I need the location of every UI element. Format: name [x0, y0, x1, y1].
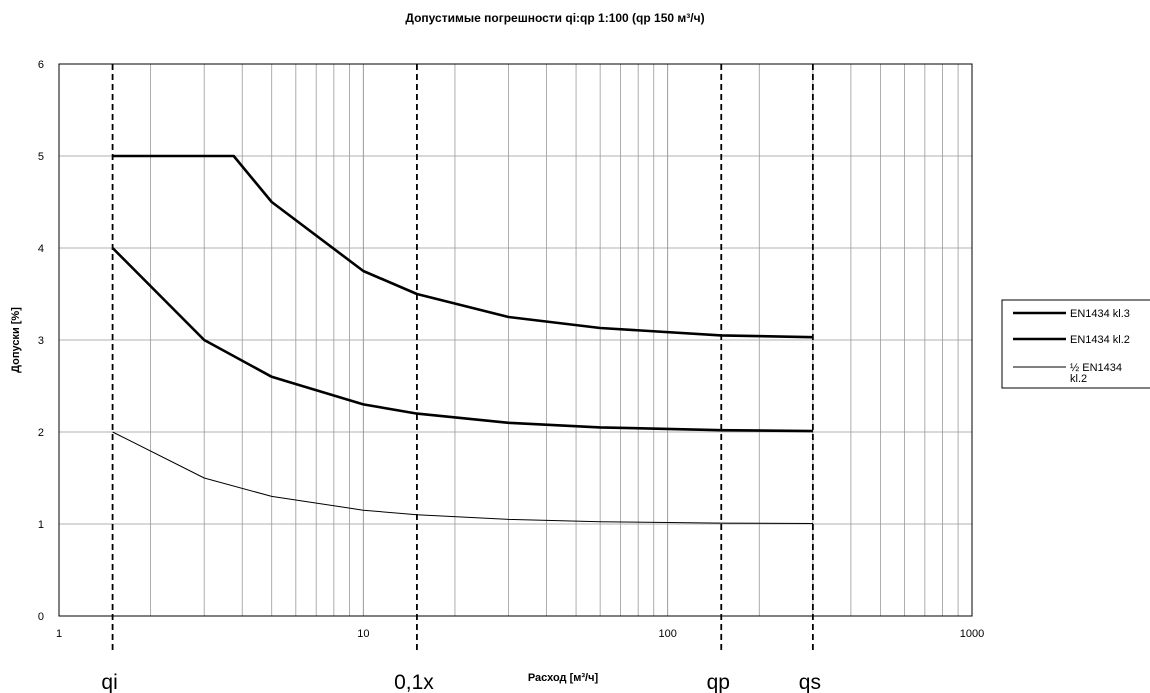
x-tick-label: 1 [56, 628, 62, 640]
series-line-2 [112, 431, 813, 524]
plot-area [58, 63, 973, 617]
y-tick-label: 0 [38, 611, 44, 623]
marker-label-2: qp [707, 671, 730, 693]
marker-label-1: 0,1x [394, 671, 434, 693]
chart-title: Допустимые погрешности qi:qp 1:100 (qp 1… [405, 11, 704, 25]
y-tick-labels: 0 1 2 3 4 5 6 [38, 59, 44, 623]
y-axis-title: Допуски [%] [10, 307, 22, 373]
legend-label-kl3: EN1434 kl.3 [1070, 308, 1130, 320]
y-tick-label: 2 [38, 427, 44, 439]
series-line-1 [111, 247, 813, 433]
y-tick-label: 3 [38, 335, 44, 347]
legend-label-half-kl2: ½ EN1434 kl.2 [1070, 362, 1125, 385]
y-tick-label: 5 [38, 151, 44, 163]
x-axis-title: Расход [м³/ч] [528, 672, 599, 684]
legend-label-kl2: EN1434 kl.2 [1070, 334, 1130, 346]
x-tick-label: 10 [357, 628, 369, 640]
legend-box [1001, 299, 1150, 389]
reference-markers: qi 0,1x qp qs [101, 64, 821, 693]
x-tick-labels: 1 10 100 1000 [56, 628, 984, 640]
marker-label-3: qs [799, 671, 821, 693]
legend: EN1434 kl.3 EN1434 kl.2 ½ EN1434 kl.2 [1001, 299, 1150, 389]
grid [59, 64, 972, 616]
y-tick-label: 6 [38, 59, 44, 71]
x-tick-label: 100 [658, 628, 676, 640]
y-tick-label: 1 [38, 519, 44, 531]
series-line-0 [112, 154, 813, 339]
marker-label-0: qi [101, 671, 117, 693]
y-tick-label: 4 [38, 243, 44, 255]
x-tick-label: 1000 [960, 628, 984, 640]
